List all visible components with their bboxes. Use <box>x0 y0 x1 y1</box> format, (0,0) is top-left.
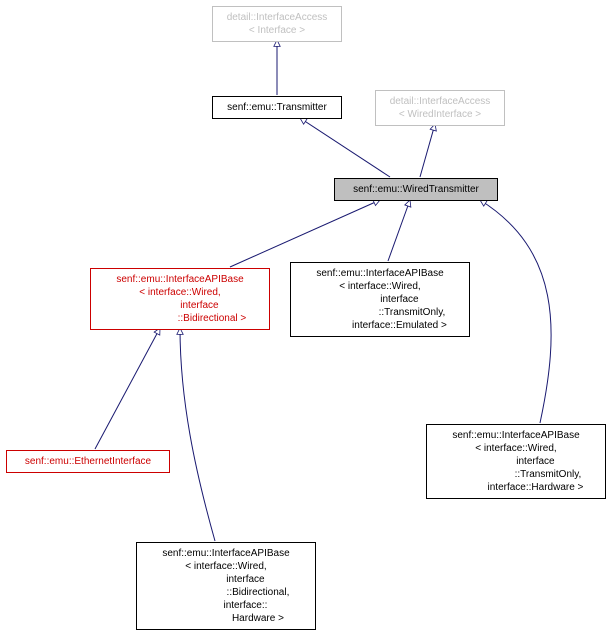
edge-e3 <box>420 124 435 177</box>
node-interface-access-interface[interactable]: detail::InterfaceAccess < Interface > <box>212 6 342 42</box>
edge-e4 <box>230 200 380 267</box>
diagram-canvas: detail::InterfaceAccess < Interface > se… <box>0 0 613 631</box>
node-api-txonly-hw[interactable]: senf::emu::InterfaceAPIBase < interface:… <box>426 424 606 499</box>
edge-e6 <box>480 200 551 423</box>
node-api-bidir[interactable]: senf::emu::InterfaceAPIBase < interface:… <box>90 268 270 330</box>
node-wired-transmitter[interactable]: senf::emu::WiredTransmitter <box>334 178 498 201</box>
node-transmitter[interactable]: senf::emu::Transmitter <box>212 96 342 119</box>
edge-e7 <box>95 328 160 449</box>
edge-e5 <box>388 200 410 261</box>
edge-e8 <box>180 328 215 541</box>
node-api-bidir-hw[interactable]: senf::emu::InterfaceAPIBase < interface:… <box>136 542 316 630</box>
node-interface-access-wired[interactable]: detail::InterfaceAccess < WiredInterface… <box>375 90 505 126</box>
node-ethernet[interactable]: senf::emu::EthernetInterface <box>6 450 170 473</box>
edge-e2 <box>300 118 390 177</box>
node-api-txonly-emul[interactable]: senf::emu::InterfaceAPIBase < interface:… <box>290 262 470 337</box>
